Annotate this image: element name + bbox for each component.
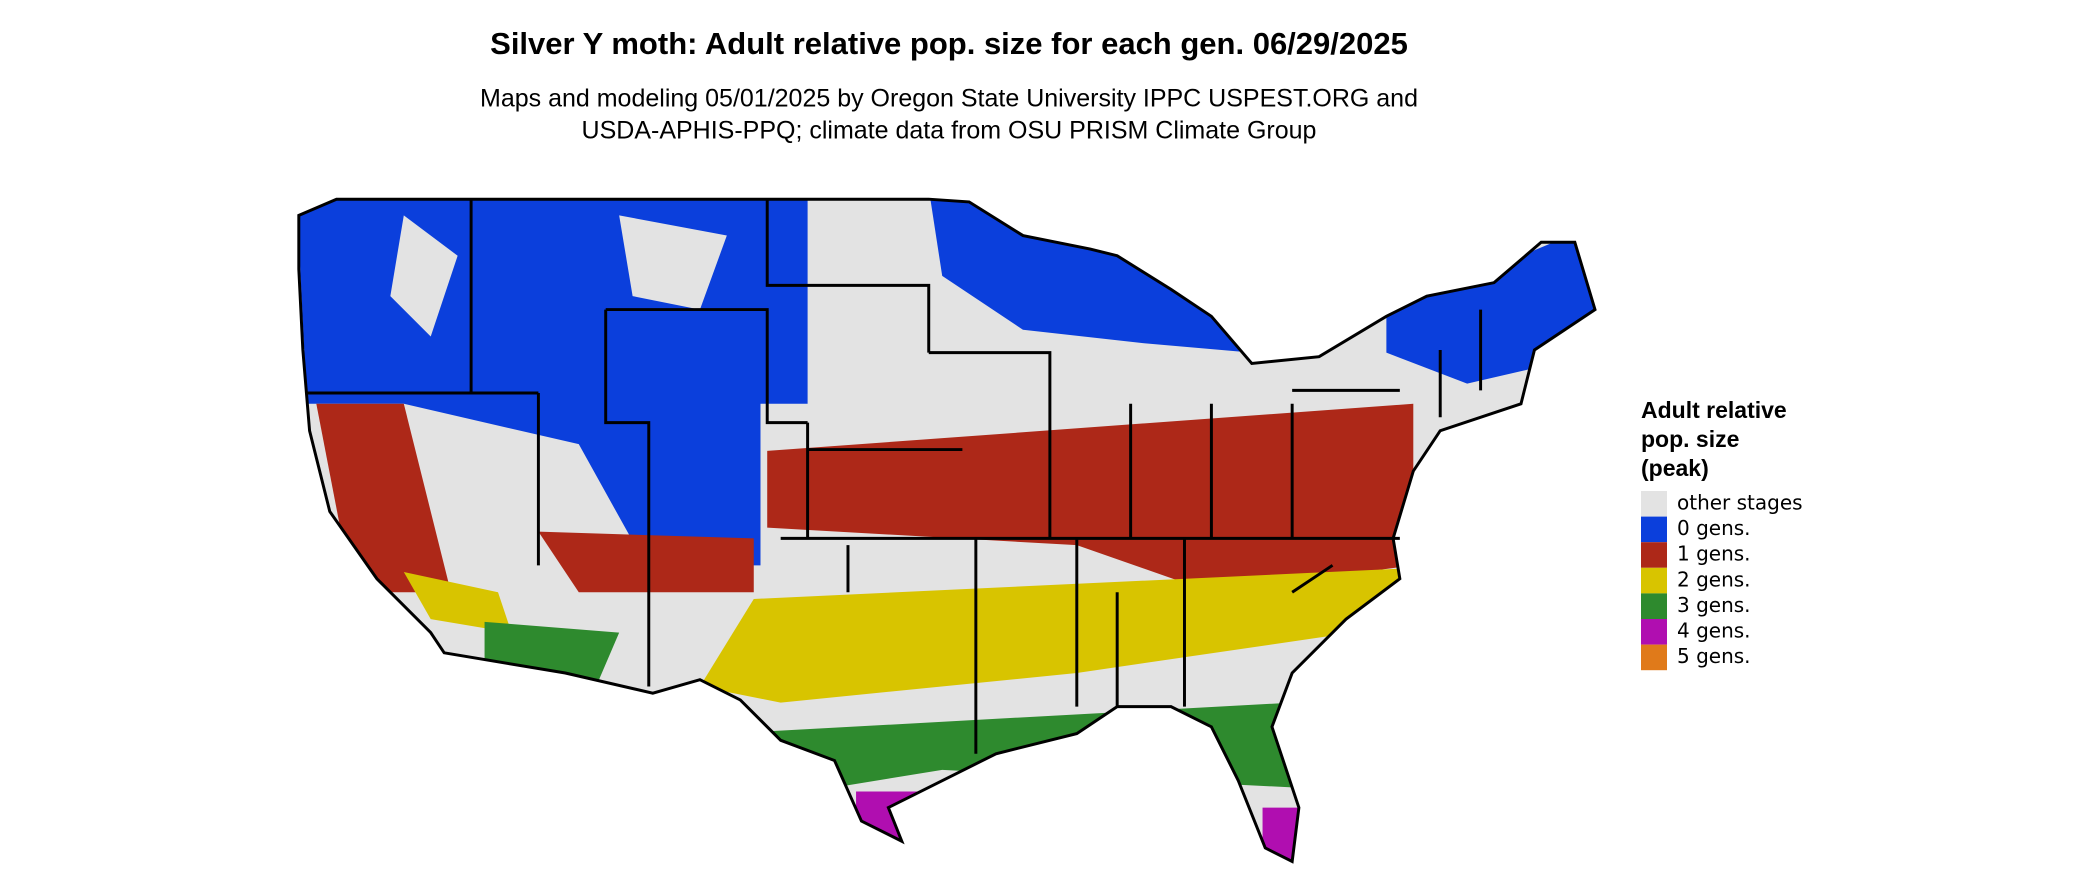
region [390, 215, 458, 337]
legend-swatch [1641, 567, 1667, 594]
legend-swatch [1641, 542, 1667, 568]
region [1386, 222, 1596, 384]
subtitle: Maps and modeling 05/01/2025 by Oregon S… [480, 85, 1418, 113]
legend-label: 4 gens. [1677, 619, 1751, 643]
legend-label: 5 gens. [1677, 644, 1751, 668]
legend-label: 1 gens. [1677, 542, 1751, 566]
region [538, 531, 754, 593]
legend-swatch [1641, 516, 1667, 543]
subtitle: USDA-APHIS-PPQ; climate data from OSU PR… [582, 117, 1317, 145]
us-map [297, 197, 1597, 864]
legend-label: 3 gens. [1677, 593, 1751, 617]
title: Silver Y moth: Adult relative pop. size … [490, 26, 1408, 61]
legend-label: other stages [1677, 491, 1803, 515]
legend-swatch [1641, 619, 1667, 645]
legend-swatch [1641, 644, 1667, 671]
region [619, 215, 727, 310]
legend-swatch [1641, 593, 1667, 619]
region [699, 568, 1414, 703]
legend-label: 2 gens. [1677, 567, 1751, 591]
legend-label: 0 gens. [1677, 516, 1751, 540]
region [856, 791, 921, 851]
region [1262, 807, 1309, 862]
legend: Adult relative pop. size (peak) other stage… [1641, 397, 1803, 671]
legend-title: (peak) [1641, 455, 1709, 481]
state-borders [297, 197, 1597, 864]
legend-title: Adult relative [1641, 397, 1787, 423]
legend-title: pop. size [1641, 426, 1739, 452]
legend-swatch [1641, 491, 1667, 517]
region [403, 572, 512, 633]
